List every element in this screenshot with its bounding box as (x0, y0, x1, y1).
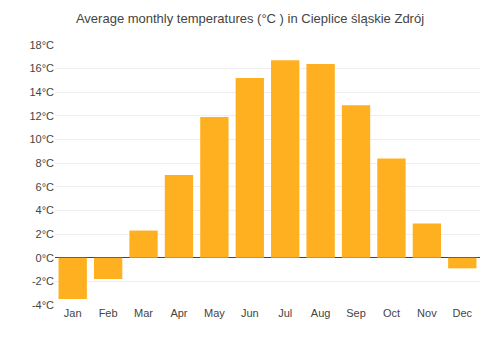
svg-text:Nov: Nov (417, 307, 437, 319)
svg-text:Apr: Apr (170, 307, 187, 319)
svg-text:6°C: 6°C (36, 181, 55, 193)
svg-text:0°C: 0°C (36, 252, 55, 264)
svg-text:May: May (204, 307, 225, 319)
svg-text:-4°C: -4°C (32, 299, 54, 311)
svg-text:Jun: Jun (241, 307, 259, 319)
svg-text:8°C: 8°C (36, 157, 55, 169)
svg-text:14°C: 14°C (29, 86, 54, 98)
svg-text:Oct: Oct (383, 307, 400, 319)
svg-text:-2°C: -2°C (32, 275, 54, 287)
svg-text:Sep: Sep (346, 307, 366, 319)
svg-text:Mar: Mar (134, 307, 153, 319)
svg-text:Jan: Jan (64, 307, 82, 319)
svg-text:16°C: 16°C (29, 62, 54, 74)
svg-text:18°C: 18°C (29, 39, 54, 51)
svg-text:Feb: Feb (99, 307, 118, 319)
svg-text:4°C: 4°C (36, 204, 55, 216)
svg-text:Jul: Jul (278, 307, 292, 319)
svg-text:Dec: Dec (453, 307, 473, 319)
svg-text:Aug: Aug (311, 307, 331, 319)
svg-text:10°C: 10°C (29, 133, 54, 145)
svg-text:12°C: 12°C (29, 110, 54, 122)
svg-text:2°C: 2°C (36, 228, 55, 240)
svg-text:Average monthly temperatures (: Average monthly temperatures (°C ) in Ci… (76, 11, 424, 26)
